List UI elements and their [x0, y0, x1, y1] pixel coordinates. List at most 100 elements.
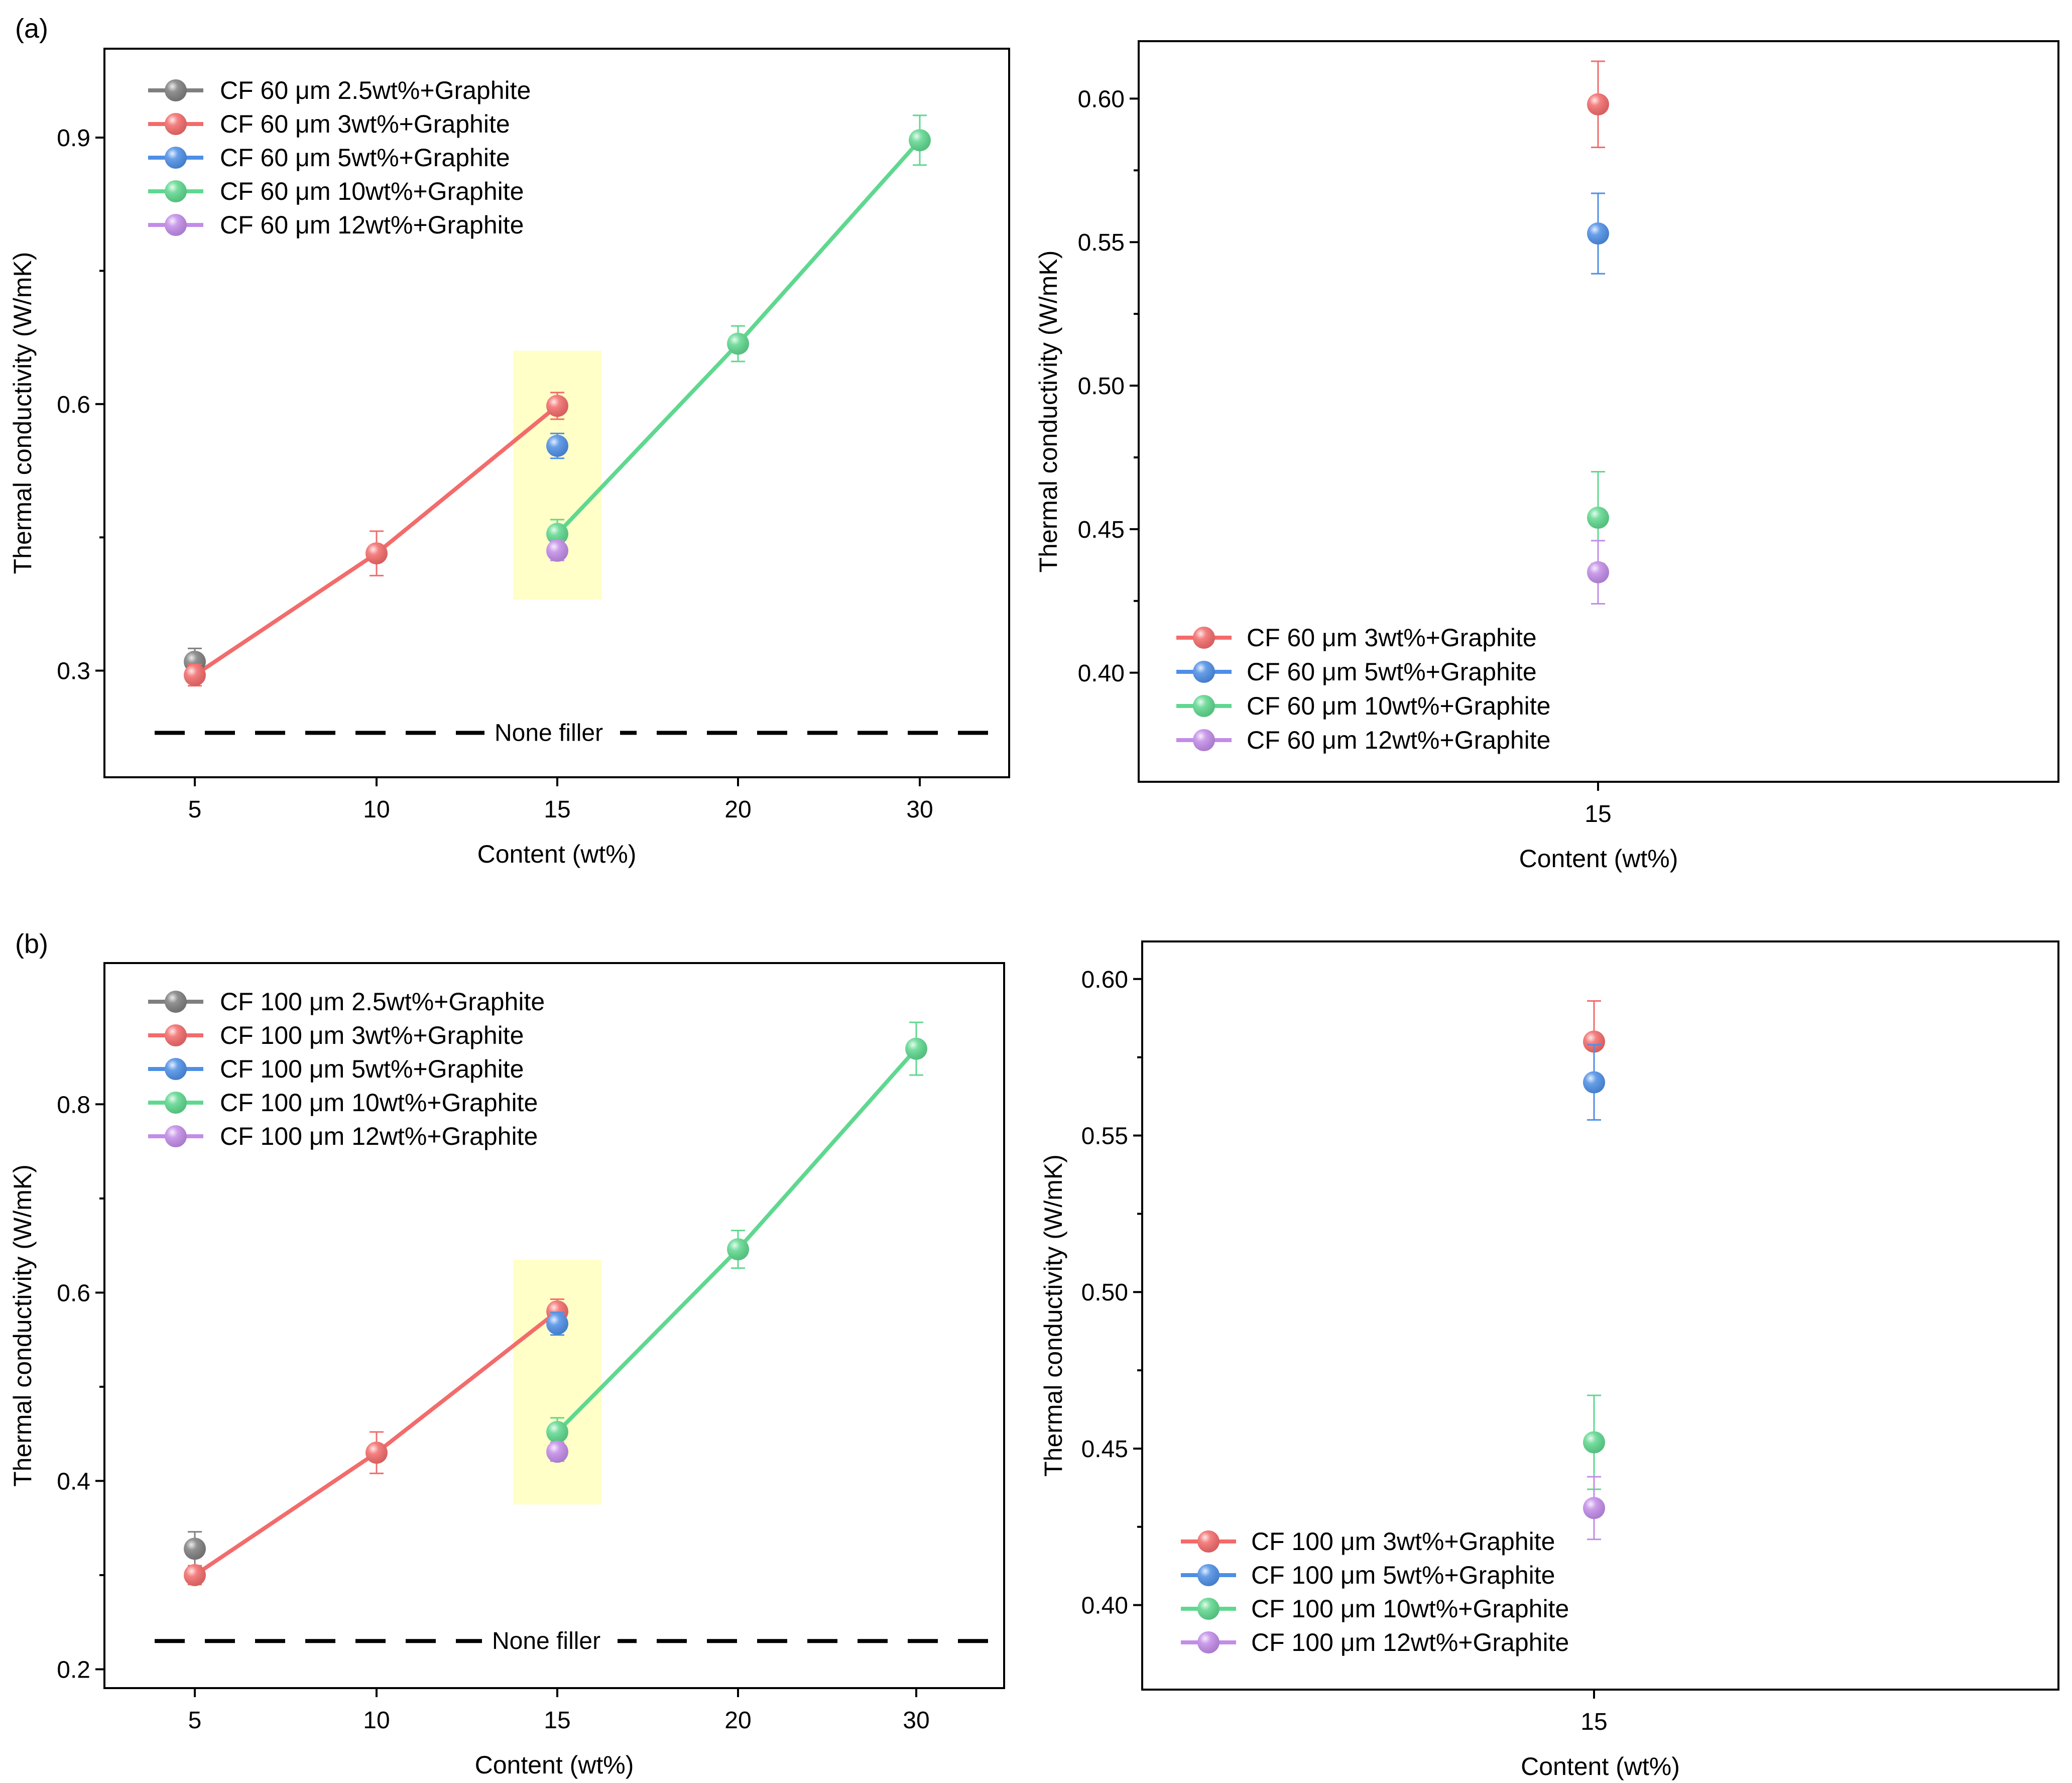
- marker-shine: [165, 1058, 187, 1080]
- data-point: [365, 542, 388, 565]
- marker-shine: [165, 214, 187, 236]
- legend-label: CF 60 μm 10wt%+Graphite: [1247, 692, 1550, 720]
- marker-shine: [727, 1238, 749, 1261]
- y-tick-label: 0.9: [57, 125, 90, 152]
- data-point: [1587, 507, 1609, 529]
- legend: CF 100 μm 2.5wt%+Graphite CF 100 μm 3wt%+…: [148, 988, 545, 1150]
- legend-label: CF 60 μm 3wt%+Graphite: [1247, 624, 1537, 652]
- data-point: [1587, 222, 1609, 245]
- marker-shine: [165, 113, 187, 135]
- marker-shine: [1583, 1071, 1605, 1094]
- y-axis-title: Thermal conductivity (W/mK): [1034, 251, 1062, 573]
- y-axis-title: Thermal conductivity (W/mK): [9, 252, 37, 574]
- y-tick-label: 0.2: [57, 1656, 90, 1683]
- data-point: [546, 523, 568, 545]
- data-point: [184, 664, 206, 686]
- data-point: [1583, 1071, 1605, 1094]
- y-tick-label: 0.55: [1081, 1123, 1128, 1150]
- legend-item: CF 60 μm 12wt%+Graphite: [148, 211, 524, 239]
- legend-marker: [165, 147, 187, 169]
- legend-marker: [165, 113, 187, 135]
- legend-label: CF 60 μm 12wt%+Graphite: [220, 211, 524, 239]
- x-tick-label: 15: [544, 796, 570, 823]
- legend-marker: [1193, 627, 1215, 649]
- legend-item: CF 60 μm 12wt%+Graphite: [1176, 726, 1550, 754]
- x-tick-label: 30: [903, 1707, 929, 1734]
- legend-item: CF 60 μm 10wt%+Graphite: [148, 177, 524, 205]
- none-filler-label: None filler: [495, 720, 603, 747]
- legend-marker: [165, 1125, 187, 1147]
- marker-shine: [184, 1564, 206, 1586]
- legend-marker: [165, 1024, 187, 1046]
- data-point: [546, 434, 568, 457]
- y-tick-label: 0.60: [1078, 86, 1125, 112]
- legend-label: CF 60 μm 5wt%+Graphite: [1247, 658, 1537, 686]
- marker-shine: [165, 1092, 187, 1114]
- marker-shine: [1583, 1497, 1605, 1519]
- y-axis-title: Thermal conductivity (W/mK): [9, 1164, 37, 1487]
- chart-a-right: 0.40 0.45 0.50 0.55 0.60 15 Content (wt%) Therm…: [1034, 40, 2059, 873]
- marker-shine: [1583, 1030, 1605, 1053]
- legend-label: CF 100 μm 2.5wt%+Graphite: [220, 988, 545, 1016]
- y-tick-label: 0.55: [1078, 229, 1125, 256]
- plot-frame: [103, 962, 1005, 1689]
- marker-shine: [1193, 627, 1215, 649]
- legend-item: CF 100 μm 12wt%+Graphite: [148, 1122, 538, 1150]
- data-point: [365, 1442, 388, 1464]
- none-filler-label-bg: [482, 1623, 618, 1653]
- legend-item: CF 60 μm 3wt%+Graphite: [1176, 624, 1537, 652]
- y-axis-title: Thermal conductivity (W/mK): [1039, 1154, 1067, 1477]
- data-point: [727, 1238, 749, 1261]
- marker-shine: [546, 539, 568, 562]
- highlight-band: [513, 350, 601, 600]
- legend-label: CF 60 μm 10wt%+Graphite: [220, 177, 524, 205]
- y-tick-label: 0.60: [1081, 967, 1128, 993]
- marker-shine: [546, 1441, 568, 1463]
- legend-item: CF 60 μm 2.5wt%+Graphite: [148, 76, 531, 104]
- data-point: [727, 332, 749, 355]
- legend-item: CF 60 μm 3wt%+Graphite: [148, 110, 510, 138]
- data-point: [909, 129, 931, 152]
- x-tick-label: 10: [363, 796, 390, 823]
- x-tick-label: 5: [188, 796, 202, 823]
- y-tick-label: 0.3: [57, 658, 90, 685]
- marker-shine: [365, 1442, 388, 1464]
- marker-shine: [165, 1125, 187, 1147]
- marker-shine: [546, 395, 568, 417]
- y-tick-label: 0.6: [57, 392, 90, 418]
- marker-shine: [1197, 1530, 1220, 1553]
- legend-label: CF 100 μm 3wt%+Graphite: [220, 1021, 524, 1049]
- data-point: [546, 1313, 568, 1335]
- data-point: [905, 1037, 927, 1060]
- data-point: [1587, 93, 1609, 115]
- y-tick-label: 0.4: [57, 1468, 90, 1495]
- y-tick-label: 0.45: [1081, 1436, 1128, 1463]
- none-filler-label: None filler: [492, 1628, 600, 1654]
- legend-item: CF 60 μm 5wt%+Graphite: [148, 144, 510, 172]
- marker-shine: [1193, 695, 1215, 717]
- legend: CF 60 μm 3wt%+Graphite CF 60 μm 5wt%+Grap…: [1176, 624, 1550, 754]
- panel-label-b: (b): [15, 929, 48, 959]
- legend-item: CF 100 μm 10wt%+Graphite: [1181, 1595, 1569, 1623]
- marker-shine: [184, 664, 206, 686]
- legend-marker: [165, 214, 187, 236]
- legend-label: CF 100 μm 12wt%+Graphite: [1251, 1628, 1569, 1656]
- data-point: [1583, 1030, 1605, 1053]
- marker-shine: [1193, 661, 1215, 683]
- legend-label: CF 60 μm 3wt%+Graphite: [220, 110, 510, 138]
- data-point: [1583, 1431, 1605, 1454]
- marker-shine: [1197, 1564, 1220, 1586]
- legend-label: CF 100 μm 10wt%+Graphite: [220, 1089, 538, 1117]
- marker-shine: [165, 991, 187, 1013]
- marker-shine: [165, 1024, 187, 1046]
- legend-label: CF 100 μm 3wt%+Graphite: [1251, 1527, 1555, 1556]
- marker-shine: [546, 1420, 568, 1443]
- legend-label: CF 60 μm 2.5wt%+Graphite: [220, 76, 531, 104]
- data-point: [184, 1564, 206, 1586]
- legend-label: CF 100 μm 12wt%+Graphite: [220, 1122, 538, 1150]
- data-point: [546, 395, 568, 417]
- legend-marker: [1193, 661, 1215, 683]
- x-axis-title: Content (wt%): [475, 1751, 634, 1779]
- legend-item: CF 60 μm 5wt%+Graphite: [1176, 658, 1537, 686]
